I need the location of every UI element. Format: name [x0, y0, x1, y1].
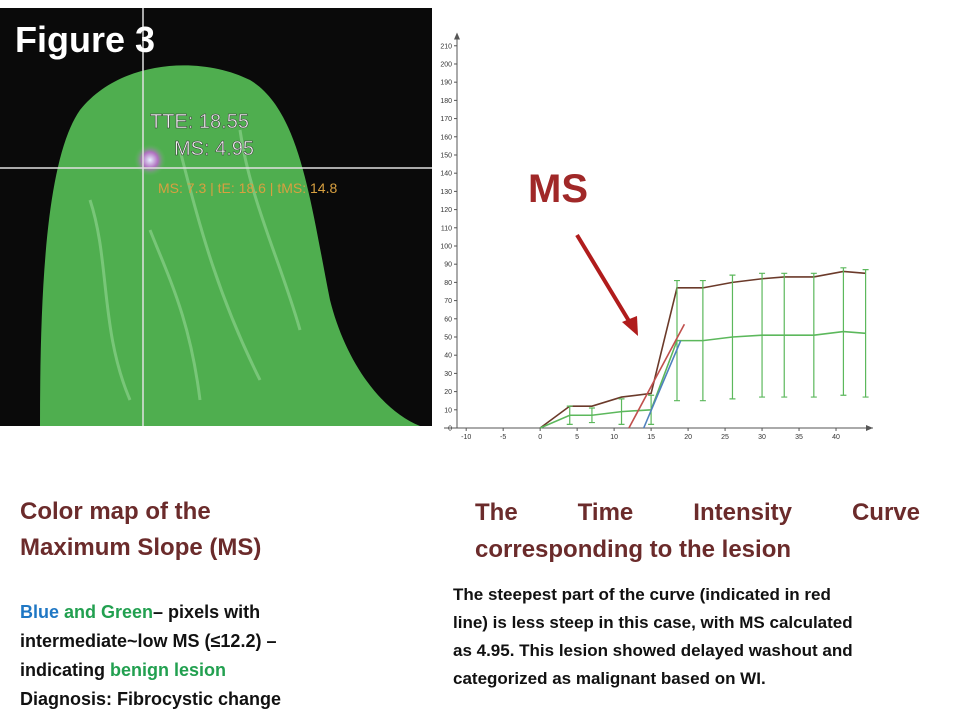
y-tick-label: 150: [440, 152, 452, 159]
x-tick-label: -10: [461, 434, 471, 441]
text: line) is less steep in this case, with M…: [453, 613, 853, 632]
y-tick-label: 30: [444, 371, 452, 378]
y-tick-label: 120: [440, 207, 452, 214]
image-annotation: TTE: 18.55: [150, 111, 249, 133]
y-tick-label: 70: [444, 298, 452, 305]
x-tick-label: 5: [575, 434, 579, 441]
x-tick-label: 10: [610, 434, 618, 441]
x-tick-label: 0: [538, 434, 542, 441]
y-tick-label: 210: [440, 43, 452, 50]
x-tick-label: -5: [500, 434, 506, 441]
left-body: Blue and Green– pixels with intermediate…: [20, 598, 281, 714]
text: as 4.95. This lesion showed delayed wash…: [453, 641, 853, 660]
mri-image: [0, 8, 432, 426]
figure-area: Figure 3 TTE: 18.55 MS: 4.95 MS: 7.3 | t…: [0, 8, 873, 441]
text: categorized as malignant based on WI.: [453, 669, 766, 688]
text: – pixels with: [153, 602, 261, 622]
series-line: [642, 340, 682, 429]
text: indicating: [20, 660, 110, 680]
y-tick-label: 20: [444, 389, 452, 396]
y-tick-label: 110: [441, 225, 452, 232]
text: Blue: [20, 602, 60, 622]
right-title: The Time Intensity Curve corresponding t…: [475, 499, 920, 563]
figure-label: Figure 3: [15, 19, 155, 60]
axis-arrow: [454, 32, 460, 40]
text: benign lesion: [110, 660, 227, 680]
y-tick-label: 190: [440, 80, 452, 87]
y-tick-label: 90: [444, 262, 452, 269]
image-annotation: MS: 7.3 | tE: 18.6 | tMS: 14.8: [158, 180, 337, 196]
x-tick-label: 25: [721, 434, 729, 441]
y-tick-label: 130: [440, 189, 452, 196]
y-tick-label: 100: [440, 243, 452, 250]
series-line: [539, 330, 866, 429]
y-tick-label: 160: [440, 134, 452, 141]
y-tick-label: 140: [440, 171, 452, 178]
x-tick-label: 35: [795, 434, 803, 441]
x-tick-label: 40: [832, 434, 840, 441]
text: Diagnosis: Fibrocystic change: [20, 689, 282, 709]
y-tick-label: 200: [440, 61, 452, 68]
y-tick-label: 50: [444, 334, 452, 341]
text: and Green: [59, 602, 154, 622]
left-title: Color map of the Maximum Slope (MS): [20, 498, 262, 561]
text: intermediate~low MS (≤12.2) –: [20, 631, 277, 651]
arrow-head: [622, 316, 638, 336]
x-tick-label: 30: [758, 434, 766, 441]
x-tick-label: 20: [684, 434, 692, 441]
y-tick-label: 10: [444, 407, 452, 414]
image-annotation: MS: 4.95: [174, 138, 254, 160]
series-line: [628, 323, 686, 429]
y-tick-label: 0: [448, 426, 452, 433]
arrow: [575, 233, 634, 328]
x-tick-label: 15: [647, 434, 655, 441]
y-tick-label: 80: [444, 280, 452, 287]
right-body: The steepest part of the curve (indicate…: [453, 581, 853, 693]
axis-arrow: [866, 425, 873, 431]
y-tick-label: 40: [444, 353, 452, 360]
y-tick-label: 180: [440, 98, 452, 105]
y-tick-label: 60: [444, 316, 452, 323]
y-tick-label: 170: [440, 116, 452, 123]
chart-annotation: MS: [528, 167, 588, 211]
text: The steepest part of the curve (indicate…: [453, 585, 831, 604]
